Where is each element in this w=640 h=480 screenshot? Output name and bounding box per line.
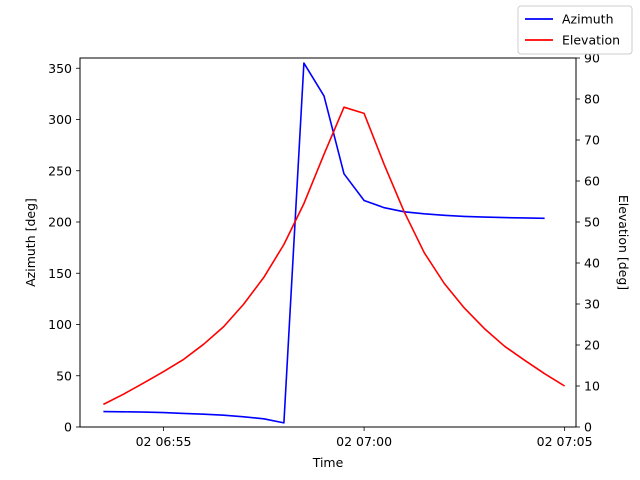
legend-elevation-label: Elevation	[562, 33, 620, 48]
legend-azimuth-label: Azimuth	[562, 12, 614, 27]
y-left-tick-label: 350	[48, 61, 72, 76]
x-tick-label: 02 07:00	[336, 434, 392, 449]
y-left-tick-label: 150	[48, 266, 72, 281]
y-right-tick-label: 0	[584, 420, 592, 435]
y-right-tick-label: 10	[584, 379, 600, 394]
x-tick-label: 02 06:55	[136, 434, 192, 449]
x-axis-label: Time	[312, 455, 344, 470]
series-layer	[103, 62, 566, 424]
y-right-tick-label: 80	[584, 92, 600, 107]
y-left-tick-label: 200	[48, 215, 72, 230]
y-right-tick-label: 50	[584, 215, 600, 230]
y-left-tick-label: 300	[48, 112, 72, 127]
y-axis-left: 0 50 100 150 200 250 300 350	[48, 61, 80, 435]
plot-frame	[79, 57, 577, 428]
x-tick-label: 02 07:05	[537, 434, 593, 449]
y-left-tick-label: 0	[64, 420, 72, 435]
y-axis-right-label: Elevation [deg]	[616, 195, 631, 290]
series-line-elevation	[103, 106, 566, 406]
y-left-tick-label: 100	[48, 317, 72, 332]
y-left-tick-label: 50	[56, 368, 72, 383]
y-right-tick-label: 70	[584, 133, 600, 148]
y-right-tick-label: 40	[584, 256, 600, 271]
legend-box	[517, 5, 633, 55]
legend: Azimuth Elevation	[517, 5, 633, 55]
y-right-tick-label: 30	[584, 297, 600, 312]
y-axis-left-label: Azimuth [deg]	[23, 198, 38, 287]
y-left-tick-label: 250	[48, 163, 72, 178]
series-line-azimuth	[103, 62, 545, 424]
y-right-tick-label: 60	[584, 174, 600, 189]
y-right-tick-label: 20	[584, 338, 600, 353]
x-axis: 02 06:55 02 07:00 02 07:05	[136, 427, 593, 449]
